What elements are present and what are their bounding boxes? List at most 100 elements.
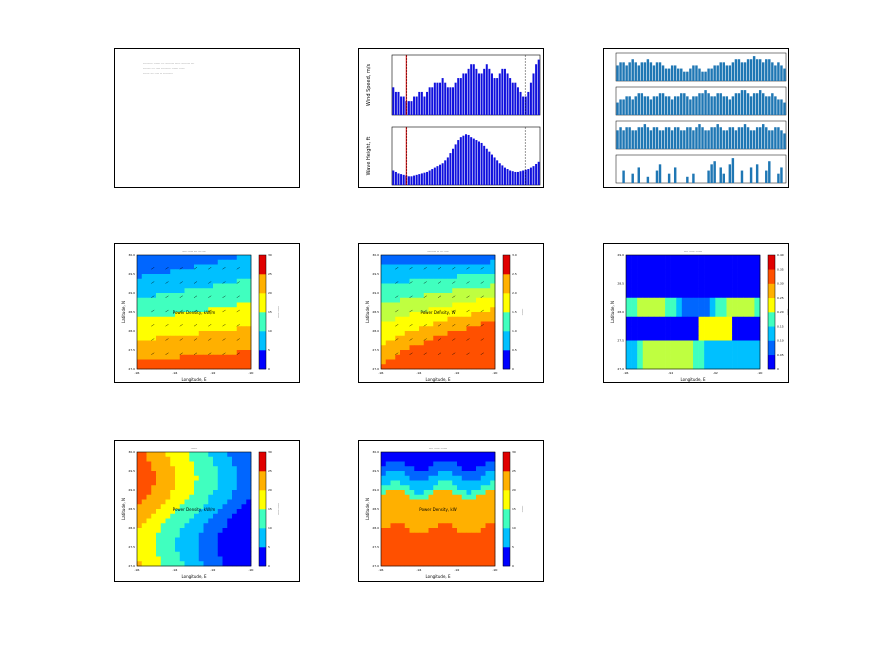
contour-cell: [179, 499, 185, 505]
contour-cell: [409, 513, 415, 519]
contour-cell: [419, 494, 425, 500]
bar: [701, 127, 704, 149]
contour-cell: [698, 312, 705, 318]
contour-cell: [698, 316, 705, 322]
contour-cell: [626, 340, 632, 346]
vector-arrow: [480, 324, 484, 327]
contour-cell: [466, 504, 472, 510]
contour-cell: [659, 359, 666, 365]
contour-cell: [385, 556, 391, 562]
contour-cell: [428, 504, 434, 510]
contour-cell: [438, 293, 444, 299]
contour-cell: [452, 297, 458, 303]
contour-cell: [670, 331, 677, 337]
contour-cell: [241, 274, 247, 280]
contour-cell: [637, 326, 644, 332]
contour-cell: [160, 302, 166, 308]
contour-cell: [485, 269, 491, 275]
vector-arrow: [236, 352, 240, 355]
contour-cell: [438, 354, 444, 360]
bar: [731, 96, 735, 115]
contour-cell: [704, 340, 711, 346]
contour-cell: [433, 561, 439, 567]
contour-cell: [194, 509, 200, 515]
contour-cell: [485, 542, 491, 548]
contour-cell: [381, 490, 387, 496]
contour-cell: [390, 532, 396, 538]
bar: [695, 96, 698, 115]
contour-cell: [428, 518, 434, 524]
contour-cell: [637, 335, 644, 341]
colorbar-tick: 1.0: [512, 329, 517, 333]
contour-cell: [236, 480, 242, 486]
colorbar-tick: 0: [268, 367, 270, 371]
contour-cell: [698, 283, 705, 289]
contour-cell: [461, 255, 467, 261]
contour-cell: [476, 331, 482, 337]
contour-cell: [457, 302, 463, 308]
contour-cell: [227, 269, 233, 275]
bar: [637, 167, 640, 183]
vector-arrow: [222, 352, 226, 355]
contour-cell: [141, 326, 147, 332]
contour-cell: [476, 551, 482, 557]
contour-cell: [637, 259, 644, 265]
contour-cell: [179, 274, 185, 280]
contour-cell: [137, 269, 143, 275]
contour-cell: [170, 547, 176, 553]
contour-cell: [442, 556, 448, 562]
contour-cell: [438, 542, 444, 548]
contour-cell: [400, 532, 406, 538]
contour-cell: [414, 456, 420, 462]
x-tick-label: -92: [211, 568, 216, 572]
contour-cell: [452, 490, 458, 496]
contour-cell: [670, 326, 677, 332]
contour-cell: [490, 264, 496, 270]
contour-cell: [438, 537, 444, 543]
contour-cell: [222, 528, 228, 534]
contour-cell: [151, 523, 157, 529]
contour-cell: [160, 456, 166, 462]
contour-cell: [227, 359, 233, 365]
contour-cell: [203, 461, 209, 467]
contour-cell: [409, 504, 415, 510]
colorbar-label: ------: [521, 309, 525, 316]
contour-cell: [637, 359, 644, 365]
contour-cell: [754, 350, 761, 356]
bar: [783, 102, 786, 115]
contour-cell: [428, 269, 434, 275]
bar: [737, 93, 741, 115]
contour-cell: [246, 509, 252, 515]
contour-cell: [653, 293, 660, 299]
contour-cell: [232, 547, 238, 553]
bar: [514, 171, 517, 185]
contour-cell: [419, 547, 425, 553]
contour-cell: [409, 471, 415, 477]
contour-cell: [748, 278, 755, 284]
bar: [780, 65, 783, 81]
contour-cell: [442, 331, 448, 337]
contour-cell: [170, 335, 176, 341]
contour-cell: [141, 480, 147, 486]
contour-cell: [141, 523, 147, 529]
vector-arrow: [222, 267, 226, 270]
contour-cell: [170, 283, 176, 289]
contour-cell: [485, 452, 491, 458]
contour-cell: [485, 321, 491, 327]
contour-cell: [438, 312, 444, 318]
contour-cell: [698, 259, 705, 265]
contour-cell: [715, 255, 722, 261]
contour-cell: [419, 504, 425, 510]
contour-cell: [743, 274, 750, 280]
contour-cell: [208, 551, 214, 557]
contour-cell: [648, 288, 655, 294]
contour-cell: [213, 547, 219, 553]
contour-cell: [236, 359, 242, 365]
contour-cell: [687, 340, 694, 346]
contour-cell: [715, 274, 722, 280]
vector-arrow: [480, 267, 484, 270]
colorbar-tick: 30: [512, 450, 516, 454]
y-tick-label: 29.5: [128, 469, 135, 473]
contour-cell: [480, 350, 486, 356]
x-axis-label: Longitude, E: [426, 574, 451, 579]
